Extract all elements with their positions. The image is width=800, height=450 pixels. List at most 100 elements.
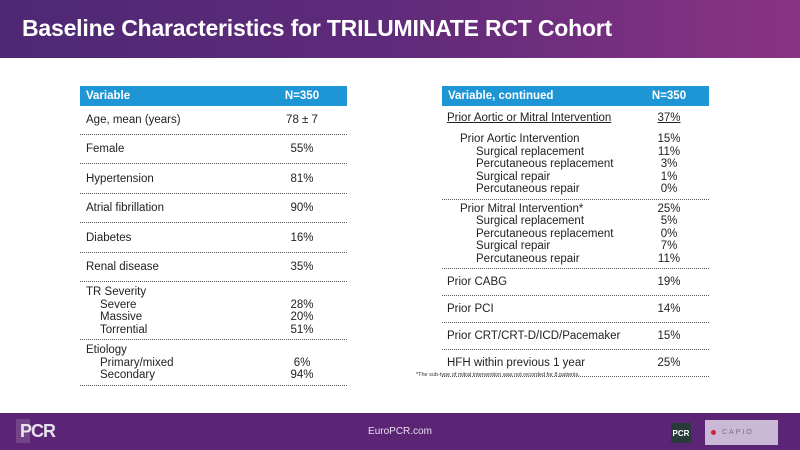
footnote: *The sub-type of mitral intervention was… <box>416 372 580 378</box>
row-value: 51% <box>290 323 314 336</box>
table-row: Severe 28% <box>86 299 347 312</box>
row-label: Age, mean (years) <box>86 114 181 126</box>
table-row: Female 55% <box>80 135 347 164</box>
table-row: Percutaneous repair 11% <box>460 253 709 266</box>
group-label: Prior Aortic Intervention <box>460 133 580 145</box>
row-label: Percutaneous replacement <box>476 227 614 240</box>
row-value: 81% <box>290 172 314 185</box>
table-row: Percutaneous replacement 0% <box>460 228 709 241</box>
row-label: Hypertension <box>86 172 154 185</box>
row-label: Torrential <box>100 323 148 336</box>
row-label: Prior PCI <box>447 303 494 315</box>
table-row: Renal disease 35% <box>80 253 347 282</box>
table-row: Prior PCI 14% <box>442 296 709 323</box>
capio-logo-text: CAPIO <box>722 429 754 436</box>
row-value: 7% <box>660 240 678 252</box>
table-row: Atrial fibrillation 90% <box>80 194 347 223</box>
row-label: HFH within previous 1 year <box>447 357 586 369</box>
row-label: Prior Aortic or Mitral Intervention <box>447 112 612 124</box>
row-value: 6% <box>293 356 311 369</box>
header-variable: Variable <box>86 90 131 102</box>
row-value: 25% <box>657 202 681 215</box>
pcr-logo: PCR <box>671 423 691 443</box>
row-label: Atrial fibrillation <box>86 202 164 214</box>
row-label: Secondary <box>100 369 155 381</box>
row-label: Primary/mixed <box>100 356 174 369</box>
group-label: Prior Mitral Intervention* <box>460 202 584 215</box>
table-header: Variable, continued N=350 <box>442 86 709 106</box>
capio-dot-icon <box>711 430 716 435</box>
table-row: Massive 20% <box>86 311 347 324</box>
row-label: Surgical repair <box>476 170 551 183</box>
tr-severity-group: TR Severity Severe 28% Massive 20% Torrent… <box>80 282 347 340</box>
table-row: Surgical repair 7% <box>460 240 709 253</box>
logo-mark-icon <box>16 419 30 443</box>
table-row: Age, mean (years) 78 ± 7 <box>80 106 347 135</box>
row-label: Prior CRT/CRT-D/ICD/Pacemaker <box>447 330 621 342</box>
row-value: 3% <box>660 158 678 170</box>
etiology-group: Etiology Primary/mixed 6% Secondary 94% <box>80 340 347 386</box>
row-label: Surgical replacement <box>476 145 585 158</box>
group-title: TR Severity <box>86 286 347 299</box>
row-label: Percutaneous repair <box>476 252 580 265</box>
row-value: 14% <box>657 303 681 315</box>
row-value: 35% <box>290 261 314 273</box>
table-row: Prior CRT/CRT-D/ICD/Pacemaker 15% <box>442 323 709 350</box>
prior-aortic-group: Prior Aortic Intervention 15% Surgical re… <box>442 130 709 200</box>
table-row: Percutaneous repair 0% <box>460 183 709 196</box>
europcr-logo: PCR <box>16 419 56 443</box>
table-row: Primary/mixed 6% <box>86 357 347 370</box>
slide-title: Baseline Characteristics for TRILUMINATE… <box>22 15 613 41</box>
row-value: 19% <box>657 276 681 288</box>
table-row: Hypertension 81% <box>80 164 347 194</box>
row-value: 11% <box>657 145 681 158</box>
row-label: Percutaneous repair <box>476 183 580 195</box>
table-row: Surgical repair 1% <box>460 171 709 184</box>
row-value: 37% <box>657 112 681 124</box>
table-row: Prior CABG 19% <box>442 269 709 296</box>
table-row: Diabetes 16% <box>80 223 347 253</box>
baseline-table-left: Variable N=350 Age, mean (years) 78 ± 7 … <box>80 86 347 386</box>
row-label: Prior CABG <box>447 276 508 288</box>
header-variable: Variable, continued <box>448 90 554 102</box>
table-row: Percutaneous replacement 3% <box>460 158 709 171</box>
row-value: 0% <box>660 227 678 240</box>
row-label: Severe <box>100 298 137 311</box>
row-value: 15% <box>657 133 681 145</box>
table-row: Torrential 51% <box>86 324 347 337</box>
group-label: TR Severity <box>86 286 147 298</box>
row-label: Surgical repair <box>476 240 551 252</box>
row-value: 94% <box>290 369 314 381</box>
slide-footer: PCR EuroPCR.com PCR CAPIO <box>0 413 800 450</box>
slide-header: Baseline Characteristics for TRILUMINATE… <box>0 0 800 58</box>
row-value: 28% <box>290 298 314 311</box>
capio-logo: CAPIO <box>705 420 778 445</box>
row-value: 11% <box>657 252 681 265</box>
row-label: Percutaneous replacement <box>476 158 614 170</box>
prior-mitral-group: Prior Mitral Intervention* 25% Surgical r… <box>442 200 709 269</box>
row-value: 1% <box>660 170 678 183</box>
header-n: N=350 <box>284 90 320 102</box>
logo-text: PCR <box>20 421 56 441</box>
row-label: Diabetes <box>86 231 132 244</box>
table-row: Secondary 94% <box>86 369 347 382</box>
row-value: 0% <box>660 183 678 195</box>
baseline-table-right: Variable, continued N=350 Prior Aortic o… <box>442 86 709 377</box>
row-value: 55% <box>290 143 314 155</box>
prior-aortic-or-mitral-row: Prior Aortic or Mitral Intervention 37% <box>442 106 709 130</box>
row-value: 15% <box>657 330 681 342</box>
row-value: 90% <box>290 202 314 214</box>
row-label: Massive <box>100 311 143 323</box>
row-label: Female <box>86 143 125 155</box>
row-label: Renal disease <box>86 261 159 273</box>
table-row: Prior Mitral Intervention* 25% <box>460 203 709 216</box>
table-header: Variable N=350 <box>80 86 347 106</box>
header-n: N=350 <box>651 90 687 102</box>
row-value: 5% <box>660 215 678 227</box>
row-value: 20% <box>290 311 314 323</box>
table-row: HFH within previous 1 year 25% <box>442 350 709 377</box>
table-row: Prior Aortic Intervention 15% <box>460 133 709 146</box>
row-value: 78 ± 7 <box>286 114 318 126</box>
footer-url[interactable]: EuroPCR.com <box>368 426 432 437</box>
row-value: 25% <box>657 357 681 369</box>
